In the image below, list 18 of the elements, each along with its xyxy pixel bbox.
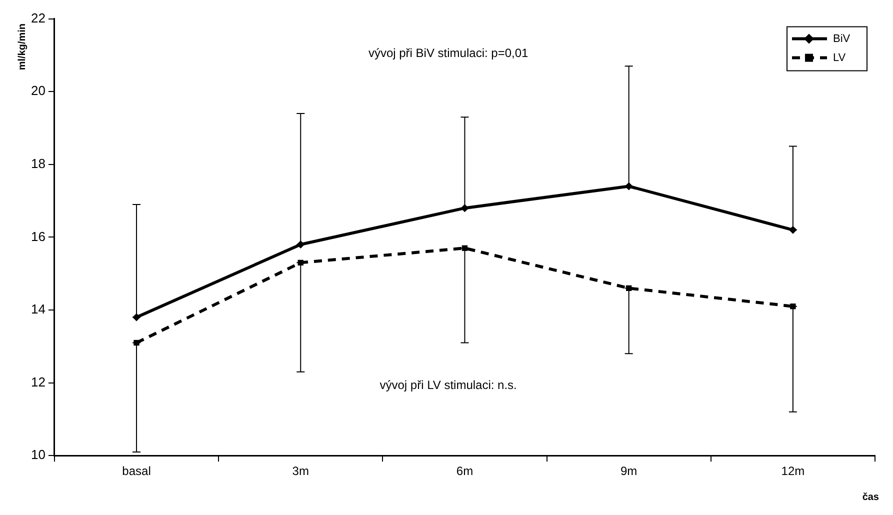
annotation: vývoj při BiV stimulaci: p=0,01 — [368, 46, 529, 60]
x-tick-label: 6m — [456, 464, 474, 478]
y-tick-label: 12 — [30, 374, 46, 390]
x-tick-label: 12m — [781, 464, 805, 478]
y-axis-title: ml/kg/min — [16, 23, 28, 70]
y-tick-label: 20 — [30, 83, 46, 98]
y-tick-label: 18 — [30, 156, 46, 171]
legend-label: LV — [833, 52, 846, 64]
legend-label: BiV — [833, 32, 851, 45]
x-tick-label: basal — [122, 464, 151, 478]
x-tick-label: 9m — [620, 464, 638, 478]
annotation: vývoj při LV stimulaci: n.s. — [380, 378, 517, 392]
y-tick-label: 10 — [30, 447, 46, 462]
x-tick-label: 3m — [292, 464, 309, 478]
y-tick-label: 22 — [30, 10, 46, 26]
x-axis-title: čas — [862, 492, 880, 503]
y-tick-label: 16 — [30, 228, 46, 244]
y-tick-label: 14 — [30, 302, 46, 317]
